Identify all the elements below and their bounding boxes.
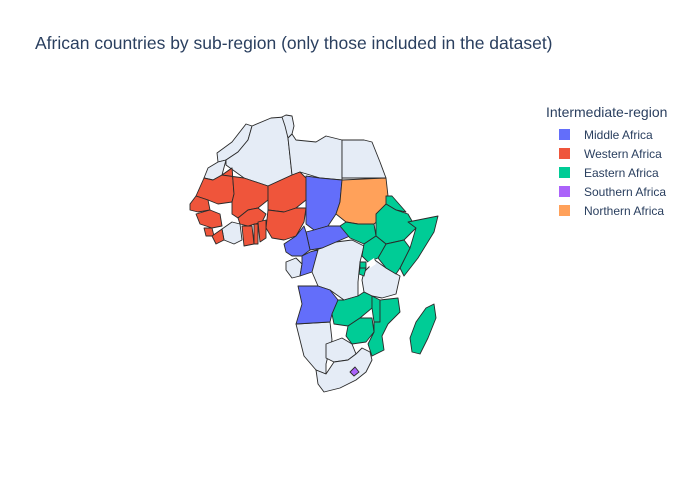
country-mozambique[interactable]: [367, 297, 401, 357]
country-benin[interactable]: [257, 219, 267, 243]
legend: Intermediate-region Middle Africa Western…: [546, 104, 667, 220]
country-dr-congo[interactable]: [307, 239, 365, 301]
legend-item[interactable]: Southern Africa: [559, 182, 667, 201]
country-kenya[interactable]: [377, 239, 411, 275]
map-title: African countries by sub-region (only th…: [35, 33, 553, 53]
country-lesotho[interactable]: [349, 366, 360, 377]
legend-title: Intermediate-region: [546, 104, 668, 120]
country-malawi[interactable]: [371, 295, 381, 323]
country-eritrea[interactable]: [385, 195, 407, 213]
country-rwanda[interactable]: [359, 261, 367, 269]
legend-label: Southern Africa: [584, 184, 667, 199]
country-cameroon[interactable]: [283, 225, 311, 257]
legend-label: Eastern Africa: [584, 165, 659, 180]
country-angola[interactable]: [295, 285, 339, 325]
legend-swatch: [559, 129, 570, 140]
country-somalia[interactable]: [399, 215, 439, 277]
country-niger[interactable]: [267, 171, 307, 213]
legend-item[interactable]: Western Africa: [559, 144, 667, 163]
legend-swatch: [559, 186, 570, 197]
country-burundi[interactable]: [358, 267, 367, 277]
country-gabon[interactable]: [285, 257, 303, 279]
legend-item[interactable]: Eastern Africa: [559, 163, 667, 182]
legend-label: Northern Africa: [584, 203, 665, 218]
legend-item[interactable]: Middle Africa: [559, 125, 667, 144]
country-sierra-leone[interactable]: [203, 227, 215, 237]
country-nigeria[interactable]: [265, 207, 307, 241]
legend-label: Western Africa: [584, 146, 662, 161]
country-liberia[interactable]: [211, 228, 225, 245]
legend-swatch: [559, 167, 570, 178]
country-uganda[interactable]: [361, 235, 387, 263]
country-chad[interactable]: [305, 175, 343, 231]
country-madagascar[interactable]: [409, 303, 437, 355]
legend-swatch: [559, 205, 570, 216]
country-south-africa[interactable]: [315, 347, 373, 393]
country-zimbabwe[interactable]: [345, 317, 375, 345]
legend-swatch: [559, 148, 570, 159]
country-south-sudan[interactable]: [339, 221, 377, 245]
country-tunisia[interactable]: [281, 114, 295, 139]
country-egypt[interactable]: [341, 139, 387, 179]
country-togo[interactable]: [253, 223, 259, 245]
country-congo[interactable]: [299, 249, 319, 277]
country-ghana[interactable]: [241, 225, 255, 247]
country-cote-divoire[interactable]: [221, 221, 243, 245]
lake-victoria: [368, 258, 376, 268]
country-guinea[interactable]: [195, 209, 223, 229]
legend-item[interactable]: Northern Africa: [559, 201, 667, 220]
legend-label: Middle Africa: [584, 127, 653, 142]
